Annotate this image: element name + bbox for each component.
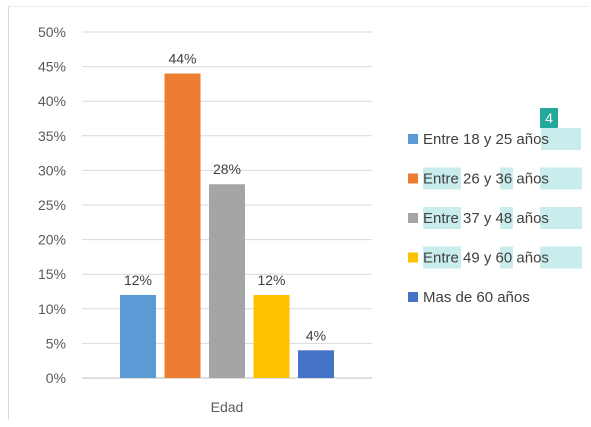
text-highlight (500, 246, 513, 269)
text-highlight (541, 128, 581, 150)
chart-frame (8, 6, 588, 420)
text-highlight (500, 167, 513, 190)
x-axis: Edad (211, 399, 244, 415)
data-label: 12% (257, 272, 285, 288)
legend-label: Mas de 60 años (423, 289, 530, 306)
text-highlight (423, 207, 461, 229)
y-tick-label: 45% (38, 59, 66, 75)
legend-label: Entre 37 y 48 años (423, 210, 549, 227)
data-label: 44% (168, 51, 196, 67)
y-tick-label: 5% (46, 335, 66, 351)
x-tick-label: Edad (211, 399, 244, 415)
data-label: 12% (124, 272, 152, 288)
bar (120, 294, 156, 378)
y-tick-label: 30% (38, 162, 66, 178)
annotation-badge-text: 4 (545, 110, 553, 126)
legend: Entre 18 y 25 años Entre 26 y 36 años Entr… (408, 128, 582, 306)
legend-swatch (408, 292, 418, 302)
annotation-badge: 4 (540, 108, 558, 128)
text-highlight (423, 246, 461, 269)
legend-swatch (408, 134, 418, 144)
text-highlight (540, 207, 582, 229)
annotation-badge-box (540, 108, 558, 128)
bar (209, 184, 245, 378)
text-highlight (540, 246, 582, 269)
text-highlight (423, 167, 461, 190)
y-axis: 0% 5% 10% 15% 20% 25% 30% 35% 40% 45% 50% (38, 24, 66, 386)
y-tick-label: 20% (38, 232, 66, 248)
legend-swatch (408, 173, 418, 184)
legend-swatch (408, 213, 418, 223)
legend-swatch (408, 252, 418, 263)
legend-label: Entre 18 y 25 años (423, 131, 549, 148)
legend-label: Entre 49 y 60 años (423, 250, 549, 267)
legend-label: Entre 26 y 36 años (423, 171, 549, 188)
data-label: 28% (213, 161, 241, 177)
bar (298, 350, 334, 378)
bar (164, 73, 201, 379)
data-label: 4% (306, 327, 326, 343)
y-tick-label: 40% (38, 93, 66, 109)
text-highlight (500, 207, 513, 229)
y-tick-label: 25% (38, 197, 66, 213)
y-tick-label: 15% (38, 266, 66, 282)
y-tick-label: 10% (38, 301, 66, 317)
y-tick-label: 0% (46, 370, 66, 386)
text-highlight (540, 167, 582, 190)
bar (253, 294, 290, 378)
y-tick-label: 50% (38, 24, 66, 40)
y-tick-label: 35% (38, 128, 66, 144)
bars (120, 73, 334, 379)
data-labels: 12% 44% 28% 12% 4% (124, 51, 326, 344)
